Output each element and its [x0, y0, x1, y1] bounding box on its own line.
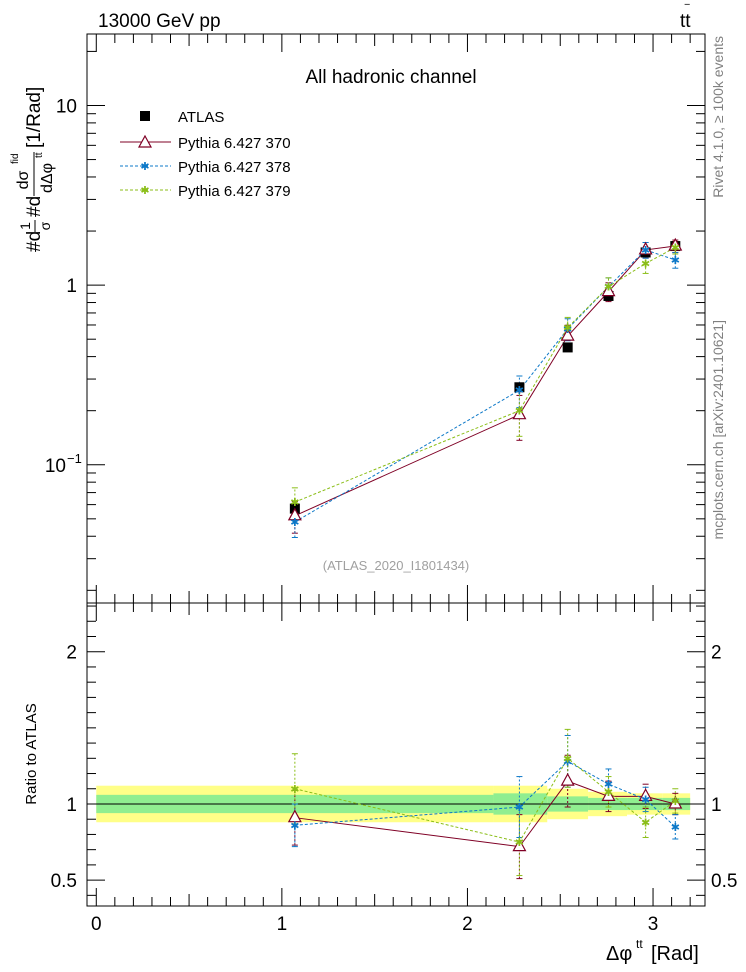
ratio-series-1-triangle-marker: [287, 809, 302, 823]
main-y-tick-label: 10: [45, 456, 66, 477]
main-title: All hadronic channel: [305, 67, 476, 88]
ratio-series-line-2: [294, 760, 676, 828]
header-process-bar: ‾: [684, 2, 690, 17]
main-series-1-triangle-marker: [601, 283, 616, 297]
ratio-series-1-triangle-marker: [512, 838, 527, 852]
ylabel-d2: #d: [24, 196, 45, 217]
ylabel-units: [1/Rad]: [24, 87, 45, 148]
ratio-x-tick-label: 1: [277, 914, 288, 935]
ylabel-frac2-num-sup: fid: [10, 153, 21, 164]
ratio-series-3-star-marker: ✱: [290, 783, 299, 796]
x-axis-label: Δφ tt [Rad]: [606, 937, 699, 965]
main-series-1-triangle-marker: [638, 241, 653, 255]
header-process-label: tt: [680, 11, 691, 32]
main-series-line-3: [294, 247, 676, 503]
ratio-series-3-star-marker: ✱: [515, 836, 524, 849]
rivet-version-label: Rivet 4.1.0, ≥ 100k events: [710, 36, 726, 198]
ratio-series-2-star-marker: ✱: [671, 821, 680, 834]
legend-370-marker: [137, 134, 153, 148]
ylabel-d1: #d: [24, 231, 45, 252]
ratio-y-tick-label-right: 0.5: [711, 871, 737, 892]
xlabel-units: [Rad]: [651, 943, 699, 965]
legend-atlas-label: ATLAS: [178, 109, 224, 126]
ratio-frame: [86, 602, 706, 907]
main-series-2-star-marker: ✱: [641, 244, 650, 257]
ratio-y-tick-label-left: 1: [66, 795, 77, 816]
atlas-data-point: [562, 342, 573, 353]
main-series-1-triangle-marker: [668, 237, 683, 251]
ratio-panel: ✱✱✱✱✱✱✱✱✱✱✱✱ 0.5 0.51 12 20 1 2 3 Ratio to ATL…: [23, 602, 737, 965]
ratio-series-2-star-marker: ✱: [604, 778, 613, 791]
ratio-series-2-star-marker: ✱: [290, 819, 299, 832]
main-series-2-star-marker: ✱: [563, 323, 572, 336]
ratio-series-3-star-marker: ✱: [604, 786, 613, 799]
analysis-watermark: (ATLAS_2020_I1801434): [323, 558, 469, 573]
legend: ATLAS Pythia 6.427 370 ✱ Pythia 6.427 37…: [120, 109, 291, 200]
ratio-y-tick-label-left: 0.5: [51, 871, 77, 892]
ratio-y-tick-label-right: 1: [711, 795, 722, 816]
main-series-2-star-marker: ✱: [515, 384, 524, 397]
legend-379-label: Pythia 6.427 379: [178, 183, 291, 200]
ratio-x-tick-label: 2: [462, 914, 473, 935]
legend-370-label: Pythia 6.427 370: [178, 135, 291, 152]
ratio-series-2-star-marker: ✱: [563, 755, 572, 768]
main-series-3-star-marker: ✱: [515, 405, 524, 418]
ratio-series-line-3: [294, 757, 676, 843]
main-series-3-star-marker: ✱: [671, 241, 680, 254]
ratio-y-tick-label-left: 2: [66, 643, 77, 664]
legend-378-marker: ✱: [140, 160, 149, 173]
main-series-3-star-marker: ✱: [604, 281, 613, 294]
mcplots-reference-label: mcplots.cern.ch [arXiv:2401.10621]: [710, 320, 726, 539]
legend-atlas-marker: [140, 111, 150, 121]
ratio-series-3-star-marker: ✱: [641, 816, 650, 829]
xlabel-sup: tt: [636, 937, 643, 951]
ylabel-frac1-den: σ: [37, 221, 53, 230]
ylabel-frac2-den: dΔφ: [39, 163, 56, 193]
main-series-3-star-marker: ✱: [290, 496, 299, 509]
main-series-1-triangle-marker: [287, 507, 302, 521]
atlas-data-point: [514, 382, 525, 393]
main-y-tick-label: 1: [66, 276, 77, 297]
xlabel-main: Δφ: [606, 943, 632, 965]
ratio-x-tick-label: 0: [91, 914, 102, 935]
ratio-series-2-star-marker: ✱: [641, 793, 650, 806]
main-y-axis-label: #d 1 σ #d dσ fid dΔφ tt [1/Rad]: [10, 87, 56, 252]
ratio-series-2-star-marker: ✱: [515, 801, 524, 814]
header-energy-label: 13000 GeV pp: [98, 11, 221, 32]
legend-378-label: Pythia 6.427 378: [178, 159, 291, 176]
main-series-3-star-marker: ✱: [563, 322, 572, 335]
main-series-line-1: [294, 245, 676, 517]
main-y-tick-label-exponent: −1: [67, 451, 82, 466]
ratio-y-axis-label: Ratio to ATLAS: [23, 703, 40, 804]
main-series-1-triangle-marker: [560, 327, 575, 341]
main-series-3-star-marker: ✱: [641, 257, 650, 270]
ratio-y-tick-label-right: 2: [711, 643, 722, 664]
ratio-series-1-triangle-marker: [601, 788, 616, 801]
ylabel-frac1-num: 1: [17, 222, 33, 230]
main-series-1-triangle-marker: [512, 406, 527, 420]
main-series-2-star-marker: ✱: [604, 281, 613, 294]
legend-379-marker: ✱: [140, 184, 149, 197]
ratio-series-1-triangle-marker: [560, 772, 575, 786]
main-y-tick-label: 10: [56, 96, 77, 117]
ylabel-frac2-num: dσ: [15, 170, 32, 189]
ratio-series-3-star-marker: ✱: [671, 795, 680, 808]
ratio-series-1-triangle-marker: [668, 795, 683, 809]
main-series-2-star-marker: ✱: [671, 254, 680, 267]
ratio-series-1-triangle-marker: [638, 788, 653, 801]
ratio-series-3-star-marker: ✱: [563, 752, 572, 765]
ratio-x-tick-label: 3: [648, 914, 659, 935]
ylabel-frac2-den-sup: tt: [34, 152, 45, 158]
main-series-2-star-marker: ✱: [290, 516, 299, 529]
main-series-line-2: [294, 249, 676, 523]
